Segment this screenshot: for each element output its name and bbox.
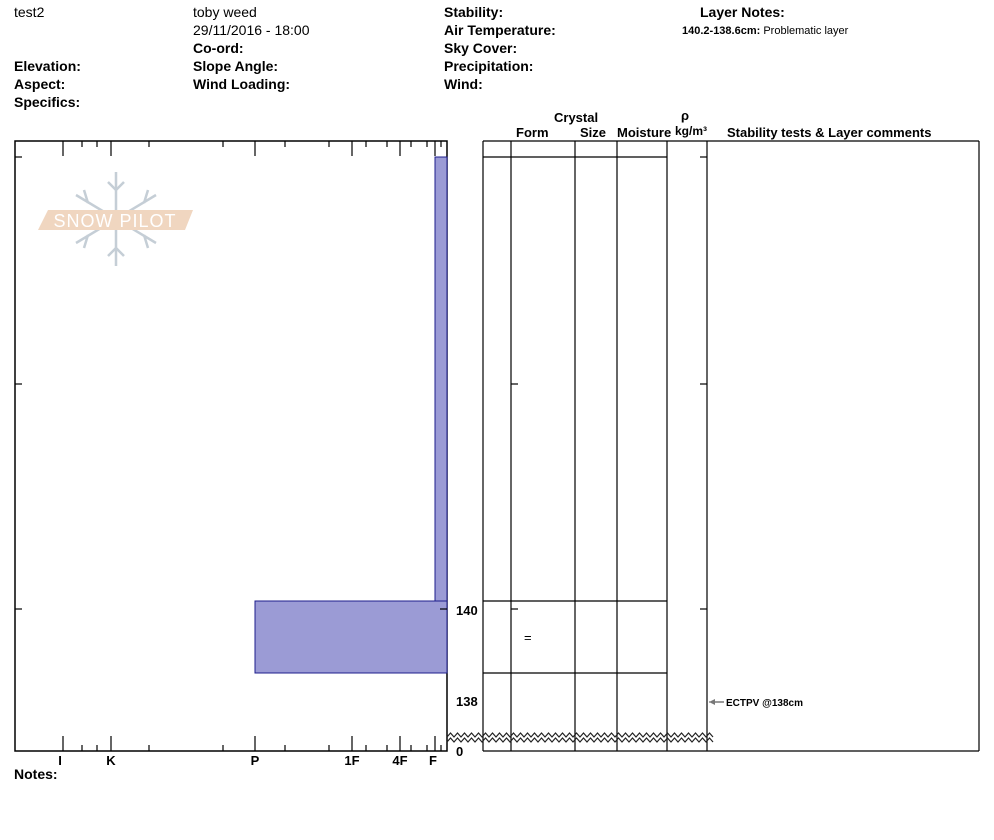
hardness-label-K: K <box>106 753 116 768</box>
form-header: Form <box>516 125 549 140</box>
layer-notes-label: Layer Notes: <box>700 4 785 20</box>
hardness-label-4F: 4F <box>392 753 407 768</box>
depth-label-140: 140 <box>456 603 478 618</box>
precipitation-label: Precipitation: <box>444 58 534 74</box>
rho-header: ρ <box>681 108 690 123</box>
density-unit-header: kg/m³ <box>675 124 708 138</box>
size-header: Size <box>580 125 607 140</box>
observer: toby weed <box>193 4 257 20</box>
layer-form-symbol: = <box>524 630 532 645</box>
specifics-label: Specifics: <box>14 94 81 110</box>
elevation-label: Elevation: <box>14 58 81 74</box>
depth-break-zigzag <box>446 732 714 743</box>
depth-label-0: 0 <box>456 744 463 759</box>
coord-label: Co-ord: <box>193 40 244 56</box>
stability-test-text: ECTPV @138cm <box>726 698 803 709</box>
hardness-axis-labels: I K P 1F 4F F <box>58 753 437 768</box>
zigzag-line <box>446 732 714 738</box>
hardness-label-P: P <box>251 753 260 768</box>
layer-table <box>440 140 980 752</box>
wind-loading-label: Wind Loading: <box>193 76 291 92</box>
layer-note: 140.2-138.6cm: Problematic layer <box>682 23 848 39</box>
layer-note-text: Problematic layer <box>763 25 849 37</box>
crystal-header: Crystal <box>554 110 599 125</box>
hardness-layer-bar <box>254 600 448 674</box>
slope-angle-label: Slope Angle: <box>193 58 279 74</box>
hardness-layers <box>254 156 448 674</box>
logo-band <box>38 210 193 230</box>
hardness-label-I: I <box>58 753 62 768</box>
hardness-label-1F: 1F <box>344 753 359 768</box>
sky-cover-label: Sky Cover: <box>444 40 518 56</box>
wind-label: Wind: <box>444 76 483 92</box>
logo-text: SNOW PILOT <box>53 211 176 231</box>
depth-label-138: 138 <box>456 694 478 709</box>
snow-pilot-logo: SNOW PILOT <box>38 172 193 266</box>
stability-label: Stability: <box>444 4 504 20</box>
arrow-icon <box>709 699 715 705</box>
aspect-label: Aspect: <box>14 76 66 92</box>
hardness-layer-bar <box>434 156 448 602</box>
stability-test-marker: ECTPV @138cm <box>709 698 803 709</box>
layer-note-range: 140.2-138.6cm: <box>682 25 761 37</box>
datetime: 29/11/2016 - 18:00 <box>193 22 310 38</box>
comments-header: Stability tests & Layer comments <box>727 125 932 140</box>
zigzag-line <box>446 737 714 743</box>
axis-ticks <box>15 141 442 751</box>
air-temperature-label: Air Temperature: <box>444 22 556 38</box>
hardness-label-F: F <box>429 753 437 768</box>
notes-label: Notes: <box>14 766 58 782</box>
moisture-header: Moisture <box>617 125 672 140</box>
depth-labels: 140 138 0 <box>456 603 478 759</box>
pit-name: test2 <box>14 4 45 20</box>
